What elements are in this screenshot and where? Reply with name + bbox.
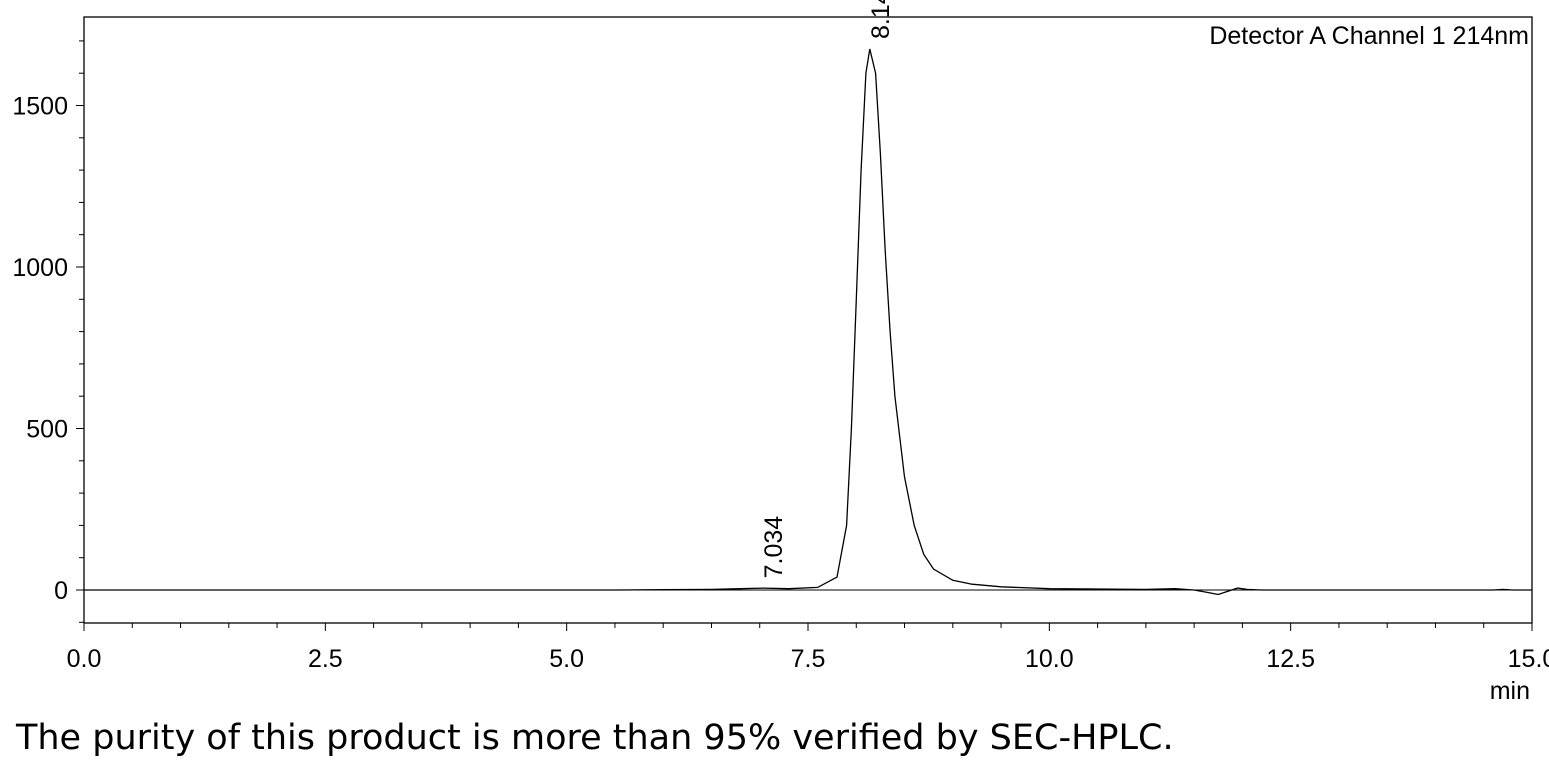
chromatogram-chart: 0.0 2.5 5.0 7.5 10.0 12.5 15.0 0 500 1000 1500 7.…	[12, 0, 1549, 705]
x-tick-label: 2.5	[308, 645, 343, 673]
x-tick-label: 7.5	[791, 645, 826, 673]
peak-label: 7.034	[760, 516, 788, 579]
x-tick-label: 5.0	[549, 645, 584, 673]
y-tick-label: 500	[26, 416, 68, 444]
plot-frame	[83, 16, 1533, 624]
x-tick-label: 10.0	[1025, 645, 1074, 673]
peak-label: 8.140	[867, 0, 895, 39]
purity-caption: The purity of this product is more than …	[16, 718, 1174, 758]
x-tick-label: 15.0	[1508, 645, 1549, 673]
y-tick-label: 0	[54, 577, 68, 605]
x-tick-label: 0.0	[67, 645, 102, 673]
chromatogram-trace	[84, 48, 1532, 596]
x-unit-label: min	[1490, 677, 1530, 705]
detector-label: Detector A Channel 1 214nm	[1209, 22, 1529, 50]
y-axis-ticks: 0 500 1000 1500	[12, 40, 84, 623]
y-tick-label: 1500	[12, 93, 68, 121]
peak-labels: 7.034 8.140	[760, 0, 895, 578]
x-tick-label: 12.5	[1266, 645, 1315, 673]
x-axis-ticks: 0.0 2.5 5.0 7.5 10.0 12.5 15.0	[67, 623, 1549, 673]
y-tick-label: 1000	[12, 254, 68, 282]
